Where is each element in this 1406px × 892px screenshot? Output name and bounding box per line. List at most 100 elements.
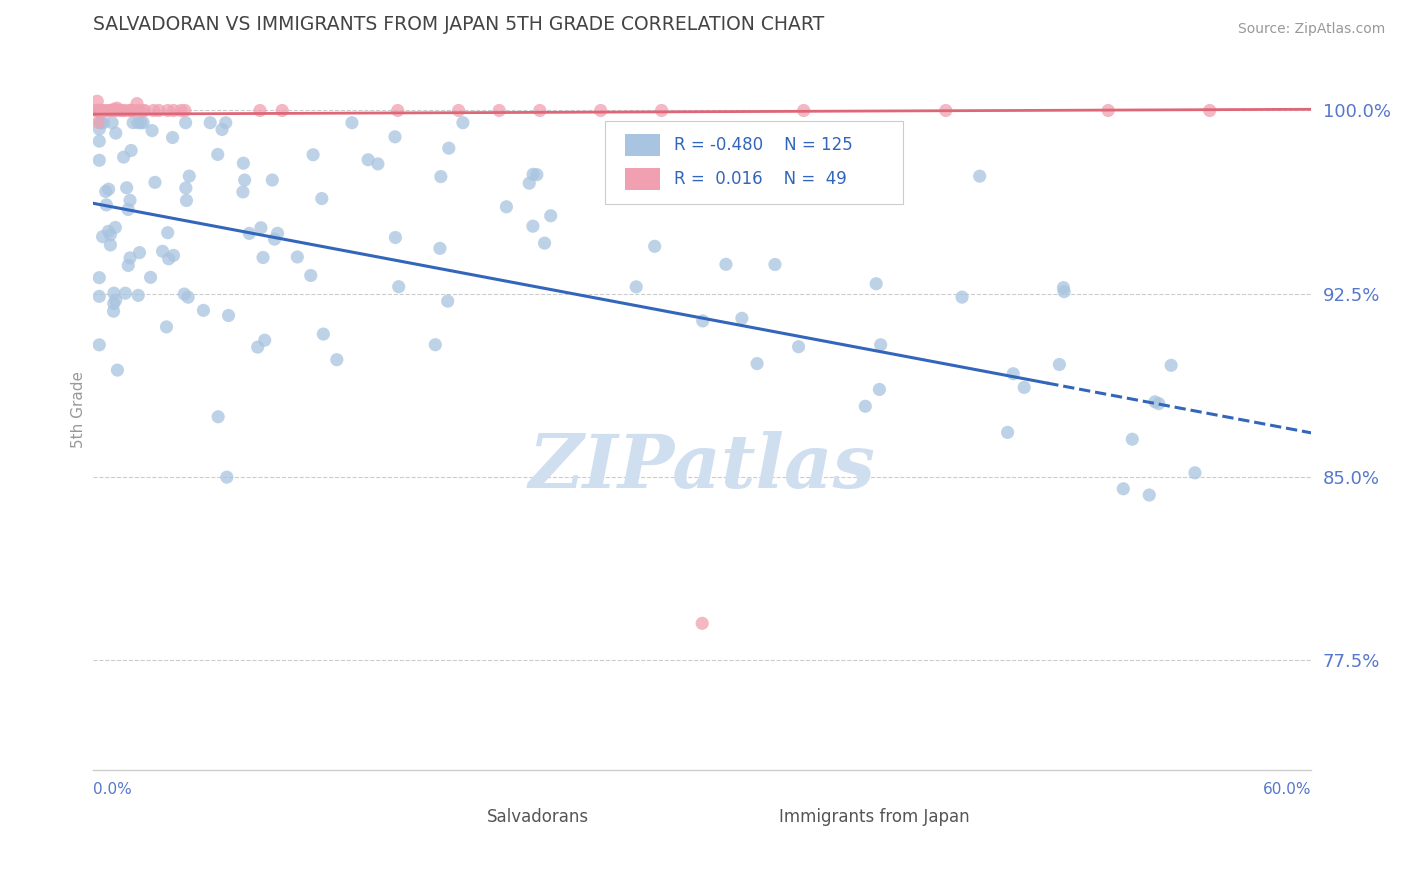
Point	[869, 337, 891, 351]
Point	[425, 337, 447, 351]
Point	[86, 103, 108, 118]
Point	[157, 252, 180, 266]
Point	[128, 245, 150, 260]
Point	[104, 220, 127, 235]
Point	[198, 116, 221, 130]
Point	[121, 103, 143, 118]
Point	[170, 103, 193, 118]
Point	[87, 115, 110, 129]
Point	[141, 123, 163, 137]
Point	[1047, 358, 1070, 372]
Text: Immigrants from Japan: Immigrants from Japan	[779, 807, 970, 826]
Point	[142, 103, 165, 118]
Point	[246, 340, 269, 354]
Point	[111, 103, 134, 118]
Point	[263, 232, 285, 246]
Point	[162, 130, 184, 145]
Point	[114, 286, 136, 301]
Point	[367, 157, 389, 171]
Point	[174, 181, 197, 195]
Point	[522, 219, 544, 234]
Point	[1160, 359, 1182, 373]
Point	[156, 103, 179, 118]
Point	[232, 156, 254, 170]
Point	[122, 103, 145, 118]
Point	[218, 309, 240, 323]
Point	[86, 103, 108, 118]
Point	[179, 169, 201, 183]
Point	[117, 202, 139, 217]
Point	[114, 103, 136, 118]
Point	[120, 251, 142, 265]
Point	[174, 103, 197, 118]
Point	[105, 101, 128, 115]
Point	[868, 383, 890, 397]
Point	[233, 173, 256, 187]
Point	[540, 209, 562, 223]
Point	[176, 194, 198, 208]
Text: SALVADORAN VS IMMIGRANTS FROM JAPAN 5TH GRADE CORRELATION CHART: SALVADORAN VS IMMIGRANTS FROM JAPAN 5TH …	[93, 15, 824, 34]
Point	[104, 126, 127, 140]
Point	[763, 258, 786, 272]
Point	[1097, 103, 1119, 118]
Point	[215, 116, 238, 130]
Point	[89, 153, 111, 168]
Point	[950, 290, 973, 304]
Point	[1184, 466, 1206, 480]
Point	[118, 194, 141, 208]
FancyBboxPatch shape	[605, 121, 903, 204]
Point	[447, 103, 470, 118]
Point	[340, 116, 363, 130]
Point	[207, 147, 229, 161]
Point	[312, 327, 335, 342]
Point	[714, 257, 737, 271]
Point	[249, 103, 271, 118]
Point	[98, 103, 121, 118]
Point	[128, 103, 150, 118]
Point	[89, 270, 111, 285]
Point	[526, 168, 548, 182]
Point	[853, 399, 876, 413]
Point	[252, 251, 274, 265]
Point	[1052, 281, 1074, 295]
Point	[865, 277, 887, 291]
Point	[86, 94, 108, 108]
Point	[117, 259, 139, 273]
Point	[98, 103, 121, 118]
Point	[127, 288, 149, 302]
Point	[134, 103, 156, 118]
Point	[112, 150, 135, 164]
Point	[103, 304, 125, 318]
Text: Source: ZipAtlas.com: Source: ZipAtlas.com	[1237, 22, 1385, 37]
Point	[253, 333, 276, 347]
Point	[131, 103, 153, 118]
Point	[155, 319, 177, 334]
Point	[207, 409, 229, 424]
Point	[86, 103, 108, 118]
Point	[935, 103, 957, 118]
Point	[101, 103, 124, 118]
Point	[100, 227, 122, 242]
Point	[115, 180, 138, 194]
Point	[86, 103, 108, 118]
Point	[1143, 394, 1166, 409]
Point	[529, 103, 551, 118]
Point	[1137, 488, 1160, 502]
Point	[429, 241, 451, 255]
Point	[326, 352, 349, 367]
Point	[215, 470, 238, 484]
Point	[193, 303, 215, 318]
Point	[121, 103, 143, 118]
Point	[148, 103, 170, 118]
Point	[162, 248, 184, 262]
Point	[1012, 380, 1035, 394]
Point	[103, 102, 125, 116]
Point	[997, 425, 1019, 440]
Point	[108, 103, 131, 118]
Point	[156, 226, 179, 240]
Point	[89, 289, 111, 303]
Point	[94, 185, 117, 199]
Point	[384, 129, 406, 144]
Point	[250, 220, 273, 235]
Point	[86, 103, 108, 118]
